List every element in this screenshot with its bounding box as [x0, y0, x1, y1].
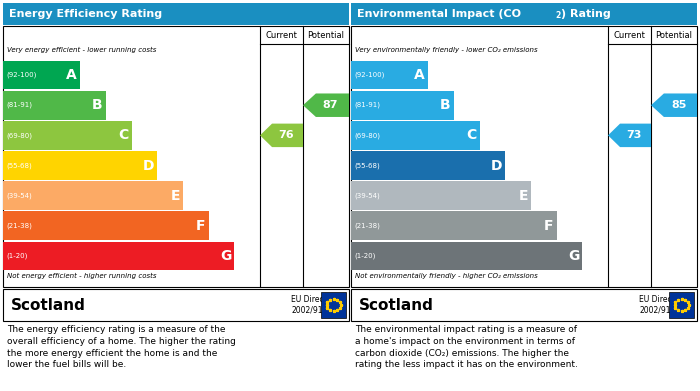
Bar	[3, 181, 183, 210]
Text: B: B	[440, 98, 451, 112]
Text: 2: 2	[555, 11, 560, 20]
Bar	[3, 151, 158, 180]
Text: F: F	[544, 219, 554, 233]
Text: Current: Current	[614, 30, 645, 39]
Bar	[351, 181, 531, 210]
Bar	[3, 212, 209, 240]
Text: (81-91): (81-91)	[6, 102, 32, 108]
Bar	[669, 292, 694, 318]
Text: Current: Current	[265, 30, 298, 39]
Text: Environmental Impact (CO: Environmental Impact (CO	[357, 9, 521, 19]
Polygon shape	[651, 93, 697, 117]
Bar	[351, 3, 697, 25]
Bar	[351, 289, 697, 321]
Text: Energy Efficiency Rating: Energy Efficiency Rating	[9, 9, 162, 19]
Bar	[351, 121, 480, 150]
Text: (81-91): (81-91)	[354, 102, 380, 108]
Text: F: F	[196, 219, 206, 233]
Text: B: B	[92, 98, 103, 112]
Text: Not energy efficient - higher running costs: Not energy efficient - higher running co…	[7, 273, 157, 279]
Bar	[351, 91, 454, 120]
Text: (39-54): (39-54)	[6, 192, 32, 199]
Text: (1-20): (1-20)	[6, 253, 27, 259]
Text: G: G	[568, 249, 580, 263]
Text: (55-68): (55-68)	[6, 162, 32, 169]
Text: Potential: Potential	[655, 30, 692, 39]
Text: G: G	[220, 249, 231, 263]
Text: Scotland: Scotland	[359, 298, 434, 312]
Polygon shape	[303, 93, 349, 117]
Text: (92-100): (92-100)	[354, 72, 384, 78]
Polygon shape	[608, 124, 651, 147]
Text: D: D	[143, 158, 154, 172]
Text: EU Directive
2002/91/EC: EU Directive 2002/91/EC	[639, 295, 686, 315]
Text: E: E	[519, 188, 528, 203]
Text: (92-100): (92-100)	[6, 72, 36, 78]
Text: C: C	[466, 128, 477, 142]
Text: EU Directive
2002/91/EC: EU Directive 2002/91/EC	[291, 295, 338, 315]
Text: Very energy efficient - lower running costs: Very energy efficient - lower running co…	[7, 47, 156, 53]
Bar	[3, 3, 349, 25]
Text: 85: 85	[671, 100, 686, 110]
Text: E: E	[170, 188, 180, 203]
Text: Not environmentally friendly - higher CO₂ emissions: Not environmentally friendly - higher CO…	[355, 273, 538, 279]
Bar	[3, 242, 235, 270]
Bar	[3, 121, 132, 150]
Text: The energy efficiency rating is a measure of the
overall efficiency of a home. T: The energy efficiency rating is a measur…	[7, 325, 236, 369]
Text: (55-68): (55-68)	[354, 162, 379, 169]
Text: (21-38): (21-38)	[354, 222, 380, 229]
Bar	[351, 151, 505, 180]
Text: Potential: Potential	[307, 30, 344, 39]
Text: (39-54): (39-54)	[354, 192, 379, 199]
Text: (21-38): (21-38)	[6, 222, 32, 229]
Text: ) Rating: ) Rating	[561, 9, 610, 19]
Bar	[3, 289, 349, 321]
Text: (69-80): (69-80)	[354, 132, 380, 138]
Text: 76: 76	[278, 130, 293, 140]
Text: D: D	[491, 158, 502, 172]
Polygon shape	[260, 124, 303, 147]
Text: 73: 73	[626, 130, 641, 140]
Bar	[351, 61, 428, 90]
Text: (1-20): (1-20)	[354, 253, 375, 259]
Text: The environmental impact rating is a measure of
a home's impact on the environme: The environmental impact rating is a mea…	[355, 325, 578, 369]
Text: A: A	[414, 68, 425, 82]
Bar	[3, 26, 349, 287]
Text: Very environmentally friendly - lower CO₂ emissions: Very environmentally friendly - lower CO…	[355, 47, 538, 53]
Bar	[351, 26, 697, 287]
Bar	[3, 91, 106, 120]
Text: C: C	[118, 128, 129, 142]
Text: 87: 87	[323, 100, 338, 110]
Text: A: A	[66, 68, 77, 82]
Bar	[351, 212, 556, 240]
Bar	[3, 61, 80, 90]
Text: (69-80): (69-80)	[6, 132, 32, 138]
Bar	[321, 292, 346, 318]
Text: Scotland: Scotland	[11, 298, 86, 312]
Bar	[351, 242, 582, 270]
